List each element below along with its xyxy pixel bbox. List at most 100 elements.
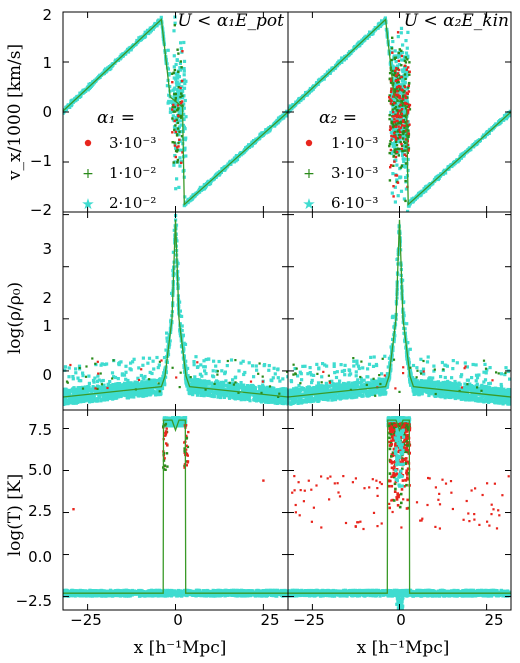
data-point-cyan <box>272 389 276 393</box>
data-point-cyan <box>126 396 130 400</box>
data-point-red <box>96 360 99 363</box>
data-point-cyan <box>396 194 400 198</box>
data-point-red <box>391 51 394 54</box>
data-point-cyan <box>126 384 130 388</box>
data-point-cyan <box>404 175 408 180</box>
data-point-red <box>389 148 393 152</box>
data-point-cyan <box>217 394 221 398</box>
data-point-cyan <box>286 402 288 406</box>
data-point-red <box>395 67 398 70</box>
data-point-green <box>174 149 178 153</box>
data-point-red <box>394 136 397 140</box>
data-point-cyan <box>97 395 101 400</box>
data-point-cyan <box>265 394 270 398</box>
data-point-cyan <box>72 386 76 390</box>
data-point-green <box>396 130 399 133</box>
data-point-cyan <box>270 397 275 401</box>
data-point-cyan <box>185 384 189 388</box>
data-point-cyan <box>308 366 312 370</box>
data-point-red <box>180 100 184 103</box>
data-point-green <box>260 391 263 394</box>
data-point-red <box>407 109 410 112</box>
data-point-cyan <box>212 394 216 398</box>
data-point-cyan <box>151 359 155 363</box>
data-point-cyan <box>138 390 142 394</box>
data-point-green <box>397 80 400 84</box>
data-point-cyan <box>406 121 410 126</box>
data-point-cyan <box>240 384 245 388</box>
data-point-cyan <box>80 395 84 400</box>
data-point-green <box>392 164 395 167</box>
data-point-green <box>175 133 179 136</box>
data-point-cyan <box>254 393 258 397</box>
data-point-red <box>398 96 402 100</box>
data-point-cyan <box>208 386 212 390</box>
data-point-cyan <box>395 131 399 135</box>
data-point-cyan <box>139 383 143 387</box>
data-point-cyan <box>391 77 395 81</box>
data-point-cyan <box>105 398 109 402</box>
data-point-cyan <box>391 112 395 116</box>
data-point-cyan <box>380 372 384 376</box>
data-point-cyan <box>282 115 286 119</box>
data-point-cyan <box>288 104 292 108</box>
data-point-cyan <box>198 379 203 383</box>
data-point-cyan <box>172 163 176 167</box>
data-point-cyan <box>411 200 415 204</box>
data-point-cyan <box>215 379 219 383</box>
data-point-cyan <box>419 369 423 374</box>
data-point-cyan <box>149 378 153 382</box>
data-point-cyan <box>148 370 152 374</box>
data-point-red <box>400 108 404 111</box>
data-point-cyan <box>79 379 83 383</box>
data-point-green <box>394 71 397 74</box>
data-point-cyan <box>70 397 74 401</box>
data-point-green <box>403 73 407 76</box>
data-point-cyan <box>136 385 140 389</box>
data-point-cyan <box>222 395 226 399</box>
data-point-cyan <box>77 398 81 402</box>
data-point-cyan <box>316 381 321 385</box>
data-point-cyan <box>406 209 410 212</box>
data-point-green <box>407 86 410 89</box>
data-point-cyan <box>449 163 453 167</box>
data-point-cyan <box>184 154 188 158</box>
data-point-red <box>408 103 412 107</box>
data-point-cyan <box>99 379 103 383</box>
data-point-red <box>403 64 406 67</box>
data-point-cyan <box>173 154 177 158</box>
data-point-red <box>399 103 402 107</box>
data-point-cyan <box>186 201 190 205</box>
panel-points <box>63 213 288 406</box>
data-point-cyan <box>176 76 180 80</box>
data-point-cyan <box>224 393 229 397</box>
data-point-cyan <box>178 68 182 72</box>
data-point-cyan <box>182 69 186 73</box>
data-point-cyan <box>104 386 108 390</box>
data-point-cyan <box>284 392 288 396</box>
data-point-green <box>399 141 402 144</box>
data-point-green <box>397 147 400 150</box>
data-point-cyan <box>315 362 319 366</box>
data-point-cyan <box>167 71 171 76</box>
data-point-cyan <box>161 374 165 378</box>
data-point-green <box>388 142 392 146</box>
data-point-cyan <box>120 389 124 394</box>
data-point-cyan <box>393 185 397 189</box>
data-point-green <box>394 105 398 109</box>
data-point-cyan <box>180 329 184 333</box>
data-point-cyan <box>427 183 431 187</box>
data-point-cyan <box>151 391 155 395</box>
data-point-cyan <box>179 41 183 45</box>
data-point-cyan <box>460 152 465 156</box>
data-point-cyan <box>497 122 501 126</box>
data-point-cyan <box>172 29 176 33</box>
data-point-cyan <box>251 383 255 388</box>
data-point-green <box>402 95 405 99</box>
data-point-cyan <box>104 394 108 398</box>
data-point-cyan <box>402 110 406 115</box>
data-point-cyan <box>155 392 159 396</box>
data-point-cyan <box>405 100 410 104</box>
data-point-cyan <box>66 402 70 406</box>
data-point-cyan <box>129 368 133 372</box>
